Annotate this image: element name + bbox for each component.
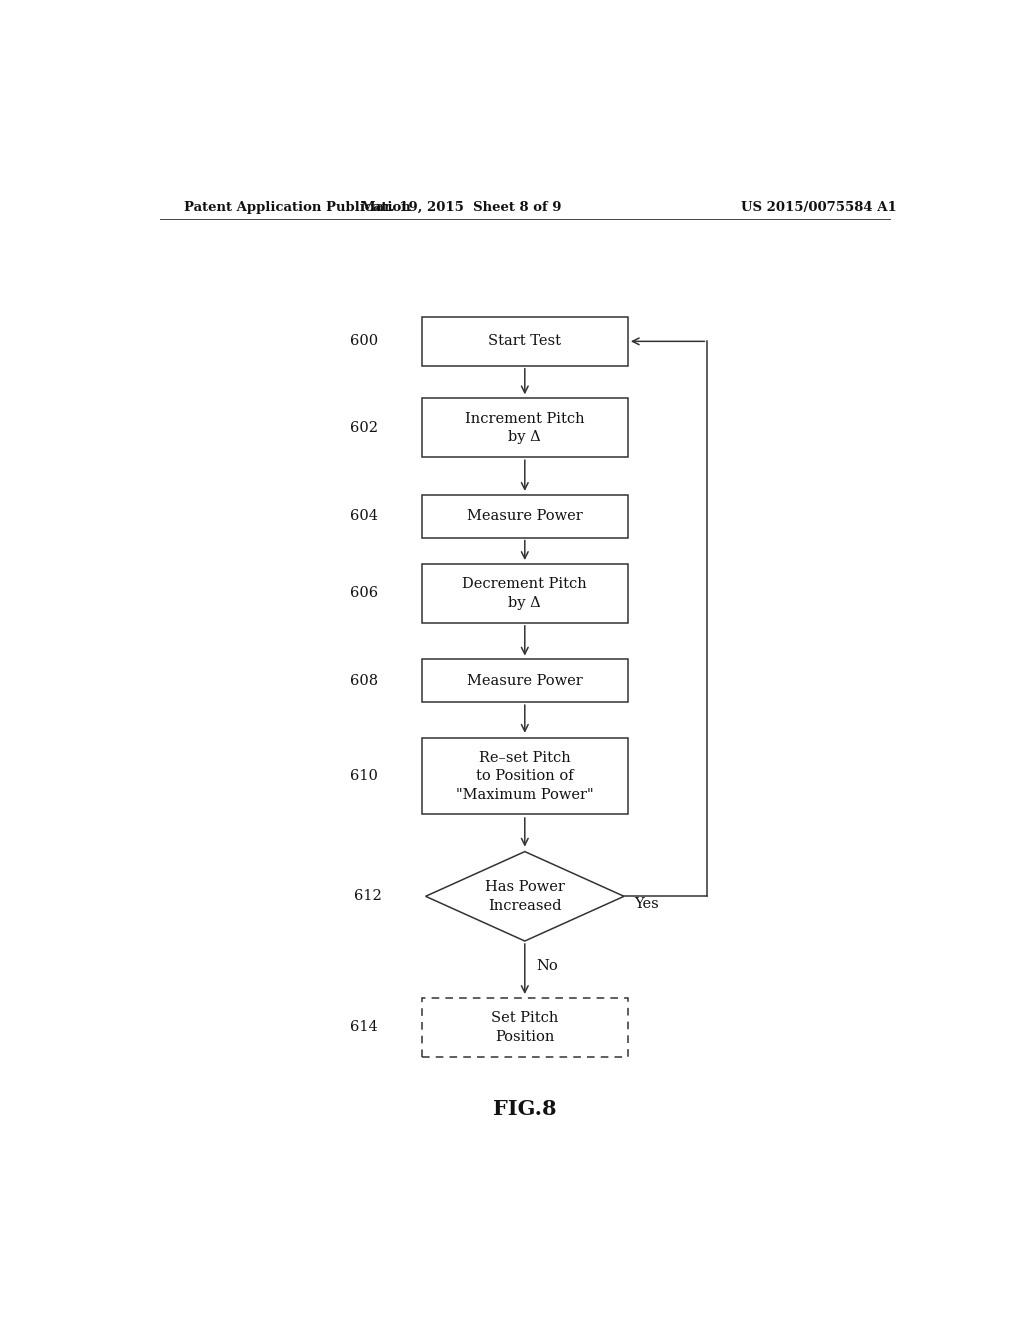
Text: 600: 600 — [350, 334, 378, 348]
Text: 602: 602 — [350, 421, 378, 434]
FancyBboxPatch shape — [422, 564, 628, 623]
Text: No: No — [537, 960, 558, 973]
Text: Set Pitch
Position: Set Pitch Position — [492, 1011, 558, 1044]
FancyBboxPatch shape — [422, 738, 628, 814]
FancyBboxPatch shape — [422, 998, 628, 1057]
FancyBboxPatch shape — [422, 660, 628, 702]
Text: Measure Power: Measure Power — [467, 510, 583, 523]
Text: FIG.8: FIG.8 — [493, 1098, 557, 1119]
FancyBboxPatch shape — [422, 317, 628, 366]
Polygon shape — [426, 851, 624, 941]
Text: 604: 604 — [350, 510, 378, 523]
Text: Mar. 19, 2015  Sheet 8 of 9: Mar. 19, 2015 Sheet 8 of 9 — [361, 201, 561, 214]
Text: Start Test: Start Test — [488, 334, 561, 348]
Text: Measure Power: Measure Power — [467, 673, 583, 688]
Text: 612: 612 — [354, 890, 382, 903]
Text: Yes: Yes — [634, 898, 659, 911]
FancyBboxPatch shape — [422, 495, 628, 537]
Text: 608: 608 — [350, 673, 378, 688]
Text: US 2015/0075584 A1: US 2015/0075584 A1 — [740, 201, 896, 214]
Text: 606: 606 — [350, 586, 378, 601]
FancyBboxPatch shape — [422, 399, 628, 457]
Text: Has Power
Increased: Has Power Increased — [484, 880, 565, 912]
Text: Decrement Pitch
by Δ: Decrement Pitch by Δ — [463, 577, 587, 610]
Text: 610: 610 — [350, 770, 378, 783]
Text: 614: 614 — [350, 1020, 378, 1035]
Text: Patent Application Publication: Patent Application Publication — [183, 201, 411, 214]
Text: Increment Pitch
by Δ: Increment Pitch by Δ — [465, 412, 585, 444]
Text: Re–set Pitch
to Position of
"Maximum Power": Re–set Pitch to Position of "Maximum Pow… — [456, 751, 594, 801]
